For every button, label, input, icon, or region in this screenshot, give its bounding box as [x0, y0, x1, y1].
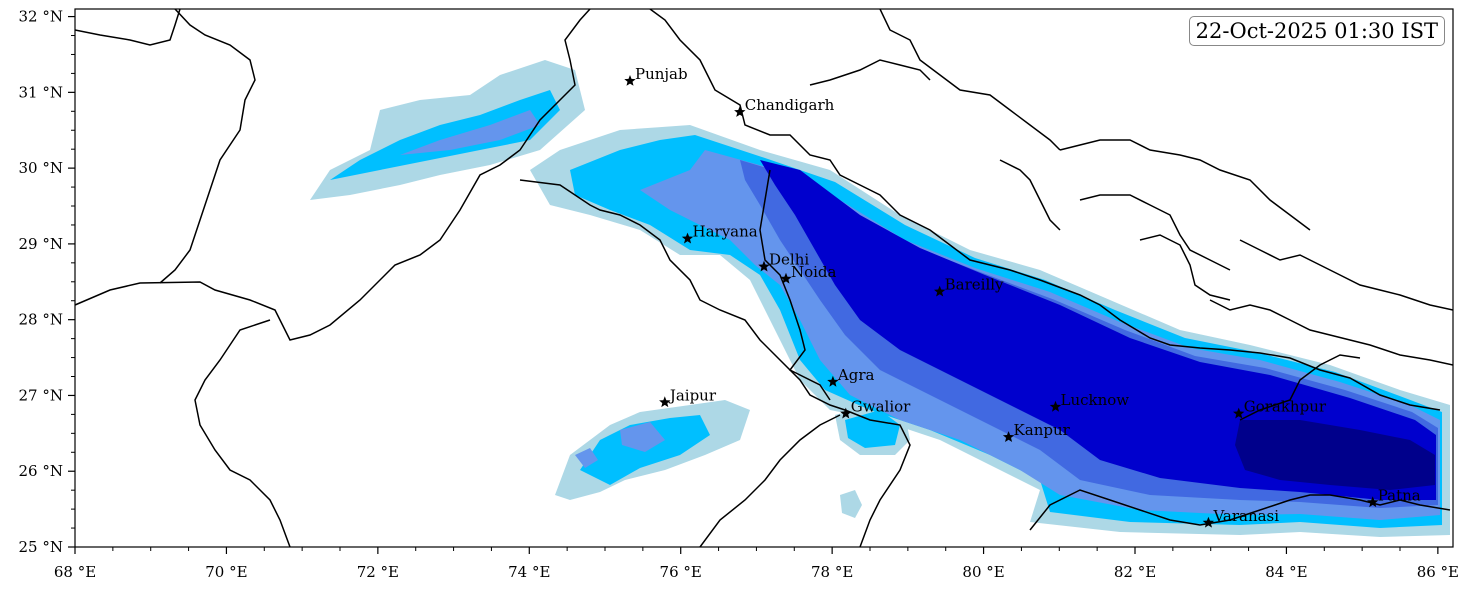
- city-star-icon: [1233, 407, 1245, 419]
- x-axis-ticks: 68 °E 70 °E 72 °E 74 °E 76 °E 78 °E 80 °E 82 °E…: [54, 547, 1459, 581]
- x-tick-label: 84 °E: [1265, 563, 1307, 581]
- district-border: [1079, 194, 1231, 271]
- y-tick-label: 25 °N: [19, 538, 63, 556]
- y-tick-label: 30 °N: [19, 159, 63, 177]
- international-border: [75, 9, 591, 341]
- city-label: Chandigarh: [745, 96, 835, 114]
- city-star-icon: [1049, 400, 1062, 412]
- timestamp-label: 22-Oct-2025 01:30 IST: [1188, 16, 1445, 46]
- district-border: [999, 159, 1061, 231]
- city-star-icon: [780, 272, 792, 284]
- city-label: Varanasi: [1212, 507, 1279, 525]
- province-border: [649, 9, 1441, 411]
- plot-frame: [74, 8, 1454, 548]
- y-tick-label: 27 °N: [19, 386, 63, 404]
- shading-level-2: [330, 90, 560, 180]
- city-label: Lucknow: [1061, 391, 1130, 409]
- city-star-icon: [681, 232, 694, 244]
- city-label: Delhi: [769, 251, 809, 269]
- state-border: [759, 169, 831, 401]
- state-border: [844, 409, 911, 547]
- city-star-icon: [758, 260, 770, 272]
- shading-level-2: [845, 410, 900, 448]
- y-tick-label: 29 °N: [19, 235, 63, 253]
- x-tick-label: 86 °E: [1417, 563, 1459, 581]
- city-star-icon: [1202, 516, 1215, 528]
- city-label: Haryana: [693, 223, 758, 241]
- city-star-icon: [827, 375, 839, 387]
- state-border: [159, 9, 256, 284]
- city-label: Gorakhpur: [1244, 398, 1327, 416]
- city-star-icon: [1367, 496, 1379, 508]
- city-star-icon: [1002, 431, 1015, 442]
- y-tick-label: 31 °N: [19, 83, 63, 101]
- x-tick-label: 74 °E: [508, 563, 550, 581]
- x-tick-label: 76 °E: [660, 563, 702, 581]
- city-label: Kanpur: [1014, 421, 1071, 439]
- shading-level-1: [840, 490, 862, 518]
- state-border: [194, 319, 291, 547]
- district-border: [879, 9, 1061, 151]
- shading-level-5: [760, 160, 1436, 500]
- city-star-icon: [734, 106, 746, 117]
- district-border: [1059, 139, 1311, 231]
- shading-level-6: [1235, 420, 1435, 490]
- city-label: Patna: [1378, 486, 1421, 504]
- city-star-icon: [934, 285, 946, 297]
- x-tick-label: 68 °E: [54, 563, 96, 581]
- district-border: [809, 59, 931, 86]
- y-tick-label: 26 °N: [19, 462, 63, 480]
- city-star-icon: [840, 407, 852, 419]
- boundary-lines: [75, 9, 1453, 547]
- shading-level-3: [575, 448, 598, 468]
- state-border: [1029, 489, 1451, 531]
- city-star-icon: [624, 75, 636, 86]
- city-label: Noida: [791, 263, 837, 281]
- x-tick-label: 70 °E: [205, 563, 247, 581]
- state-border: [519, 179, 846, 411]
- x-tick-label: 82 °E: [1114, 563, 1156, 581]
- state-border: [699, 414, 841, 547]
- x-tick-label: 80 °E: [962, 563, 1004, 581]
- x-tick-label: 72 °E: [357, 563, 399, 581]
- city-label: Gwalior: [851, 398, 911, 416]
- city-label: Bareilly: [945, 276, 1004, 294]
- y-tick-label: 32 °N: [19, 8, 63, 26]
- y-tick-label: 28 °N: [19, 311, 63, 329]
- state-border: [1239, 354, 1361, 421]
- y-axis-ticks: 32 °N 31 °N 30 °N 29 °N 28 °N 27 °N 26 °N 25 °N: [19, 8, 75, 556]
- city-label: Agra: [837, 366, 875, 384]
- shading-level-3: [400, 110, 540, 155]
- x-tick-label: 78 °E: [811, 563, 853, 581]
- shading-level-3: [620, 422, 665, 452]
- district-border: [1239, 239, 1453, 311]
- district-border: [1209, 299, 1453, 366]
- city-star-icon: [659, 396, 671, 408]
- city-label: Jaipur: [668, 386, 717, 404]
- state-border: [75, 9, 181, 46]
- district-border: [1139, 234, 1231, 301]
- city-label: Punjab: [635, 65, 688, 83]
- precipitation-shading: [310, 60, 1450, 537]
